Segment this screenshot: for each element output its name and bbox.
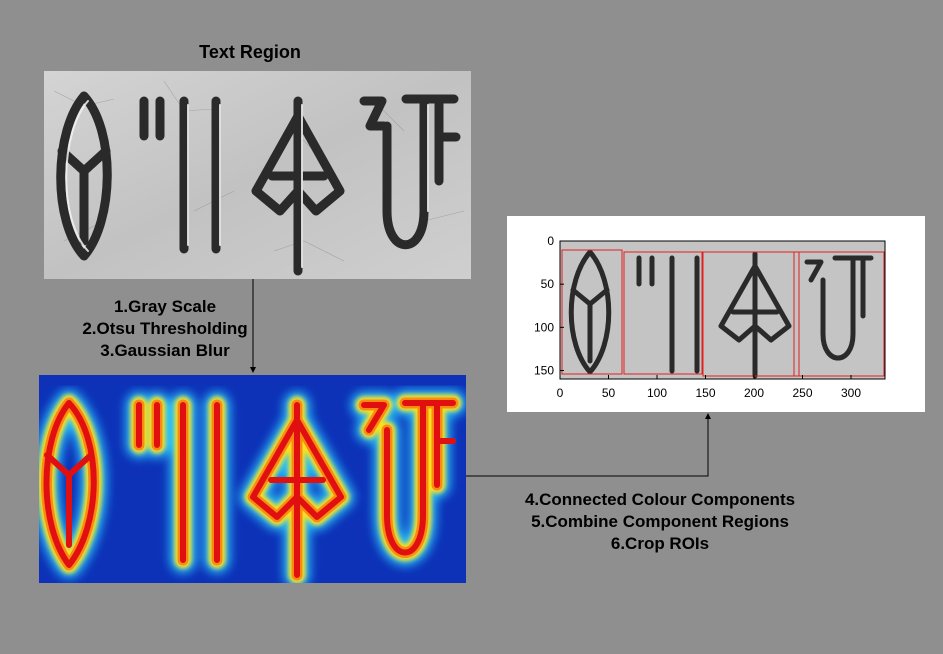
y-tick-label: 0 (547, 234, 554, 248)
plot-image (560, 241, 885, 379)
roi-box (561, 249, 623, 375)
cropped-rois-plot: 0 50 100 150 200 250 300 0 50 100 150 (507, 216, 925, 412)
gaussian-blur-heatmap (39, 375, 466, 583)
arrow-to-roi-plot (466, 413, 711, 477)
y-tick-label: 150 (534, 363, 554, 377)
x-axis: 0 50 100 150 200 250 300 (557, 375, 861, 400)
x-tick-label: 100 (647, 386, 667, 400)
text-region-image (44, 71, 471, 279)
y-axis: 0 50 100 150 (534, 234, 564, 377)
x-tick-label: 0 (557, 386, 564, 400)
roi-box (702, 251, 800, 377)
x-tick-label: 50 (602, 386, 616, 400)
x-tick-label: 200 (744, 386, 764, 400)
roi-box (623, 251, 703, 375)
y-tick-label: 50 (541, 277, 555, 291)
preprocessing-steps: 1.Gray Scale 2.Otsu Thresholding 3.Gauss… (40, 296, 290, 362)
step-otsu-thresholding: 2.Otsu Thresholding (82, 319, 248, 338)
x-tick-label: 300 (841, 386, 861, 400)
text-region-title: Text Region (199, 42, 301, 62)
x-tick-label: 150 (695, 386, 715, 400)
x-tick-label: 250 (792, 386, 812, 400)
step-gray-scale: 1.Gray Scale (113, 297, 217, 316)
plot-frame (559, 240, 886, 380)
step-combine-component-regions: 5.Combine Component Regions (531, 512, 789, 531)
step-connected-colour-components: 4.Connected Colour Components (524, 490, 796, 509)
y-tick-label: 100 (534, 320, 554, 334)
segmentation-steps: 4.Connected Colour Components 5.Combine … (490, 489, 830, 555)
roi-box (793, 251, 885, 377)
roi-boxes (561, 249, 885, 377)
step-crop-rois: 6.Crop ROIs (610, 534, 710, 553)
step-gaussian-blur: 3.Gaussian Blur (100, 341, 230, 360)
